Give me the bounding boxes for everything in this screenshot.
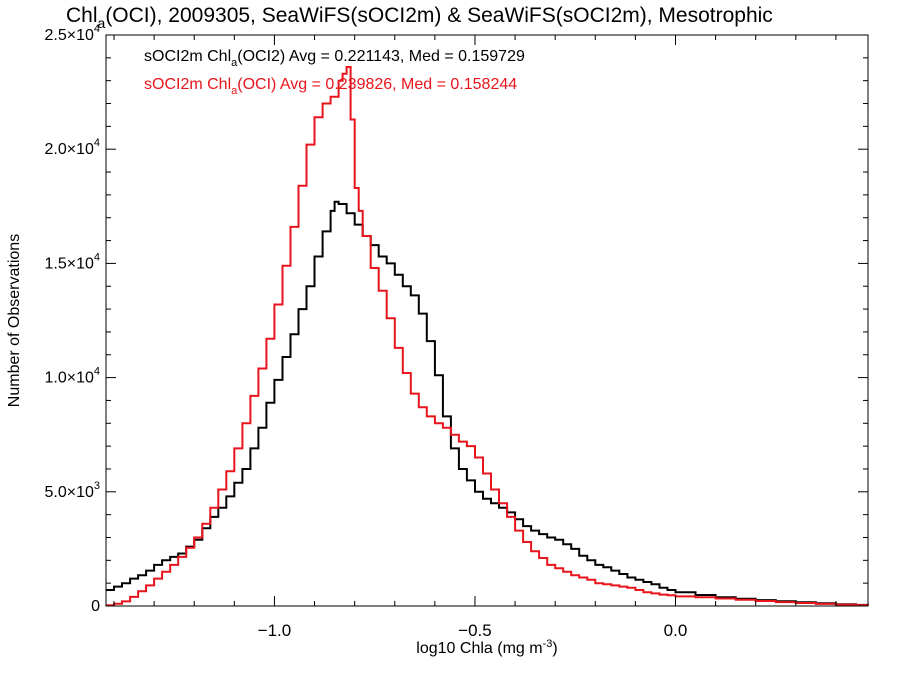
legend-text: (OCI) Avg = 0.239826, Med = 0.158244 (237, 76, 517, 93)
x-axis-label: log10 Chla (mg m-3) (416, 638, 557, 657)
y-tick-exponent: 4 (94, 137, 100, 149)
y-tick-label: 2.0×104 (44, 137, 100, 158)
legend-entry-1: sOCI2m Chla(OCI2) Avg = 0.221143, Med = … (144, 48, 525, 69)
legend-entry-2: sOCI2m Chla(OCI) Avg = 0.239826, Med = 0… (144, 76, 517, 97)
x-tick-label: −0.5 (458, 621, 492, 640)
x-axis-label-text: log10 Chla (mg m (416, 640, 542, 657)
chart-title-text: (OCI), 2009305, SeaWiFS(sOCI2m) & SeaWiF… (105, 4, 773, 27)
legend-subscript: a (231, 57, 238, 69)
plot-frame (105, 34, 869, 607)
y-tick-mantissa: 5.0×10 (44, 484, 93, 501)
y-axis-label: Number of Observations (6, 234, 23, 407)
y-tick-exponent: 3 (94, 480, 100, 492)
y-tick-exponent: 4 (94, 23, 100, 35)
y-tick-label: 0 (91, 598, 100, 615)
y-tick-exponent: 4 (94, 366, 100, 378)
x-tick-label: −1.0 (258, 621, 292, 640)
chart-title-subscript: a (98, 15, 106, 31)
legend-text: sOCI2m Chl (144, 48, 231, 65)
x-tick-label: 0.0 (664, 621, 688, 640)
y-tick-mantissa: 2.0×10 (44, 141, 93, 158)
chart-title: Chla(OCI), 2009305, SeaWiFS(sOCI2m) & Se… (66, 4, 773, 31)
y-tick-label: 2.5×104 (44, 23, 100, 44)
y-tick-mantissa: 2.5×10 (44, 27, 93, 44)
y-tick-exponent: 4 (94, 251, 100, 263)
x-axis-label-superscript: -3 (543, 638, 553, 650)
legend-subscript: a (231, 85, 238, 97)
y-tick-label: 5.0×103 (44, 480, 100, 501)
y-tick-label: 1.0×104 (44, 366, 100, 387)
legend-text: (OCI2) Avg = 0.221143, Med = 0.159729 (237, 48, 525, 65)
y-tick-mantissa: 1.5×10 (44, 255, 93, 272)
y-tick-mantissa: 1.0×10 (44, 370, 93, 387)
y-tick-mantissa: 0 (91, 598, 100, 615)
x-axis-label-text: ) (552, 640, 557, 657)
legend-text: sOCI2m Chl (144, 76, 231, 93)
series-line-2 (106, 66, 869, 607)
series-line-1 (106, 200, 869, 606)
y-tick-label: 1.5×104 (44, 251, 100, 272)
chart-title-text: Chl (66, 4, 98, 27)
